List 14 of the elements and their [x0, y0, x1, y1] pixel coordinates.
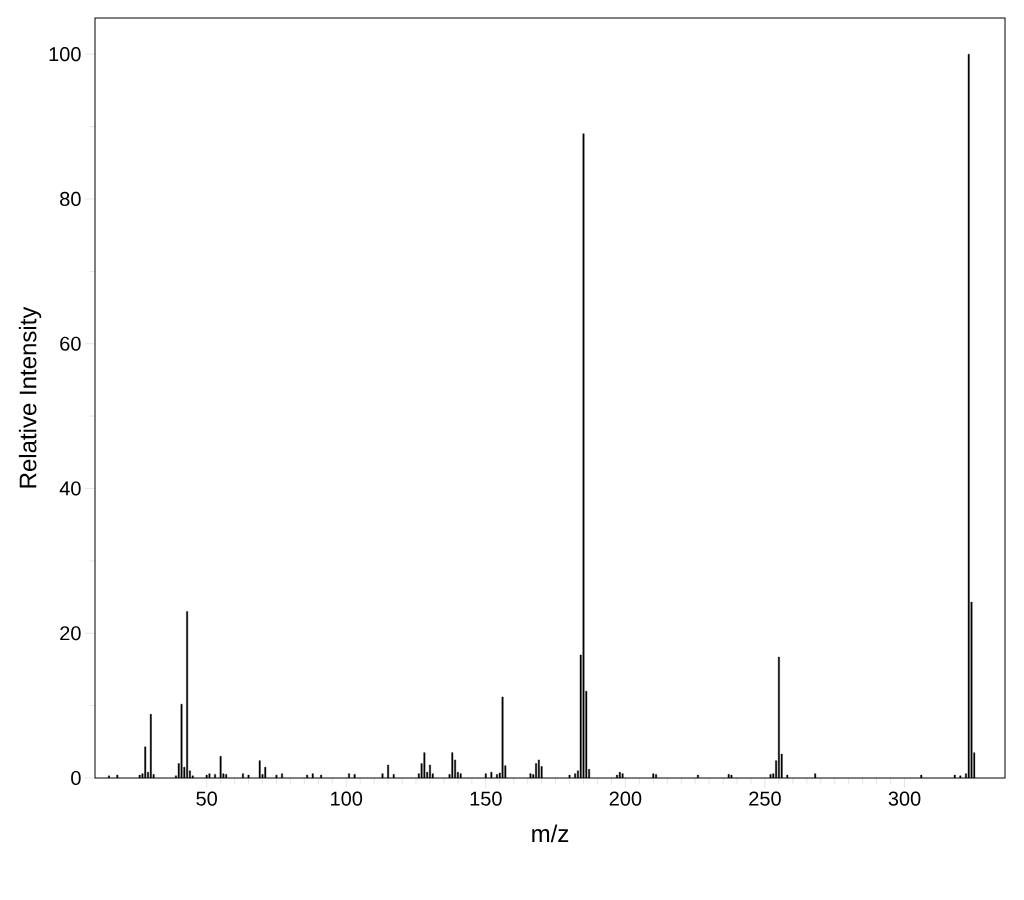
y-axis-title: Relative Intensity — [18, 306, 42, 488]
x-tick-label: 200 — [609, 791, 642, 806]
x-tick-label: 50 — [196, 791, 217, 806]
y-tick-label: 0 — [71, 770, 81, 786]
y-tick-label: 20 — [60, 626, 81, 641]
x-tick-label: 300 — [888, 791, 921, 806]
y-tick-label: 60 — [60, 336, 81, 351]
x-tick-label: 250 — [749, 791, 781, 806]
y-tick-label: 100 — [49, 47, 81, 62]
x-axis-title: m/z — [532, 824, 569, 843]
y-tick-label: 40 — [59, 481, 81, 496]
x-tick-label: 150 — [470, 791, 502, 806]
y-tick-label: 80 — [60, 191, 81, 207]
x-tick-label: 100 — [331, 791, 363, 806]
